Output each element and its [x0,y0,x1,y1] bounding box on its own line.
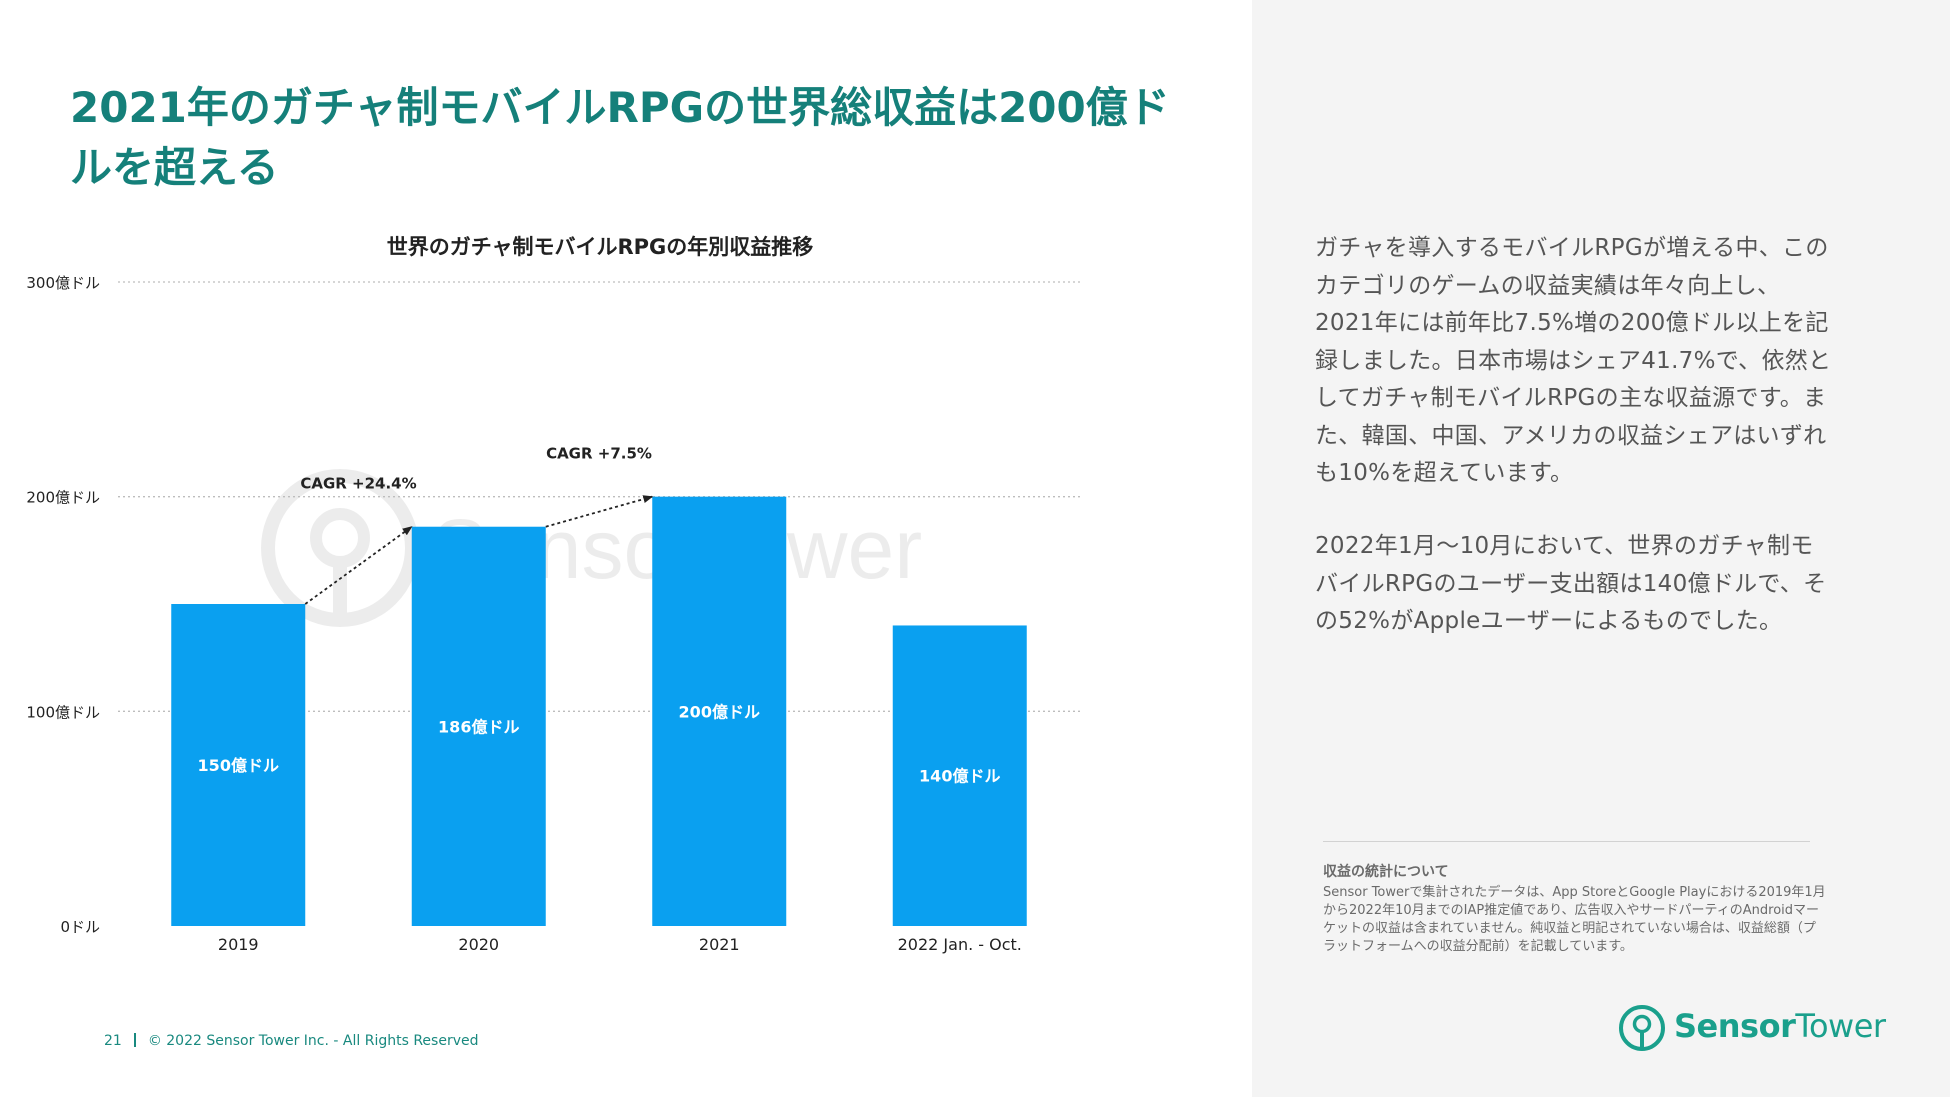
brand-logo: SensorTower [1618,1003,1886,1053]
cagr-label: CAGR +24.4% [300,475,416,493]
bar-value-label: 150億ドル [198,756,279,775]
footer-separator [133,1033,136,1047]
side-panel [1252,0,1950,1097]
bar [892,625,1027,926]
watermark-logo: SensorTower [261,469,922,627]
note-title: 収益の統計について [1323,864,1449,880]
y-tick-label: 200億ドル [26,489,100,507]
cagr-label: CAGR +7.5% [546,445,652,463]
chart-title: 世界のガチャ制モバイルRPGの年別収益推移 [387,235,814,259]
cagr-arrow [304,525,413,605]
bar-value-label: 186億ドル [438,717,519,736]
y-tick-label: 300億ドル [26,274,100,292]
note-divider [1323,841,1810,842]
page-title: 2021年のガチャ制モバイルRPGの世界総収益は200億ドルを超える [70,83,1170,192]
bar [652,496,787,926]
bar [171,604,306,926]
footer: 21 © 2022 Sensor Tower Inc. - All Rights … [104,1033,478,1049]
brand-wordmark: SensorTower [1674,1007,1886,1045]
description-paragraph-1: ガチャを導入するモバイルRPGが増える中、このカテゴリのゲームの収益実績は年々向… [1315,235,1832,486]
x-tick-label: 2021 [699,935,740,954]
copyright: © 2022 Sensor Tower Inc. - All Rights Re… [147,1033,479,1049]
bar [411,526,546,926]
x-tick-label: 2022 Jan. - Oct. [898,935,1022,954]
bar-value-label: 200億ドル [679,702,760,721]
brand-part-1: Sensor [1674,1007,1796,1045]
cagr-arrow [545,495,654,528]
note-body: Sensor Towerで集計されたデータは、App StoreとGoogle … [1323,885,1826,954]
x-tick-label: 2020 [458,935,499,954]
y-tick-label: 0ドル [60,918,100,936]
sensortower-logo-icon [1619,1005,1665,1051]
page-number: 21 [104,1033,122,1049]
brand-part-2: Tower [1795,1007,1886,1045]
y-tick-label: 100億ドル [26,703,100,721]
description-paragraph-2: 2022年1月〜10月において、世界のガチャ制モバイルRPGのユーザー支出額は1… [1315,533,1827,634]
x-tick-label: 2019 [218,935,259,954]
bar-value-label: 140億ドル [919,767,1000,786]
revenue-bar-chart: SensorTower 世界のガチャ制モバイルRPGの年別収益推移 0ドル 100… [26,235,1080,954]
